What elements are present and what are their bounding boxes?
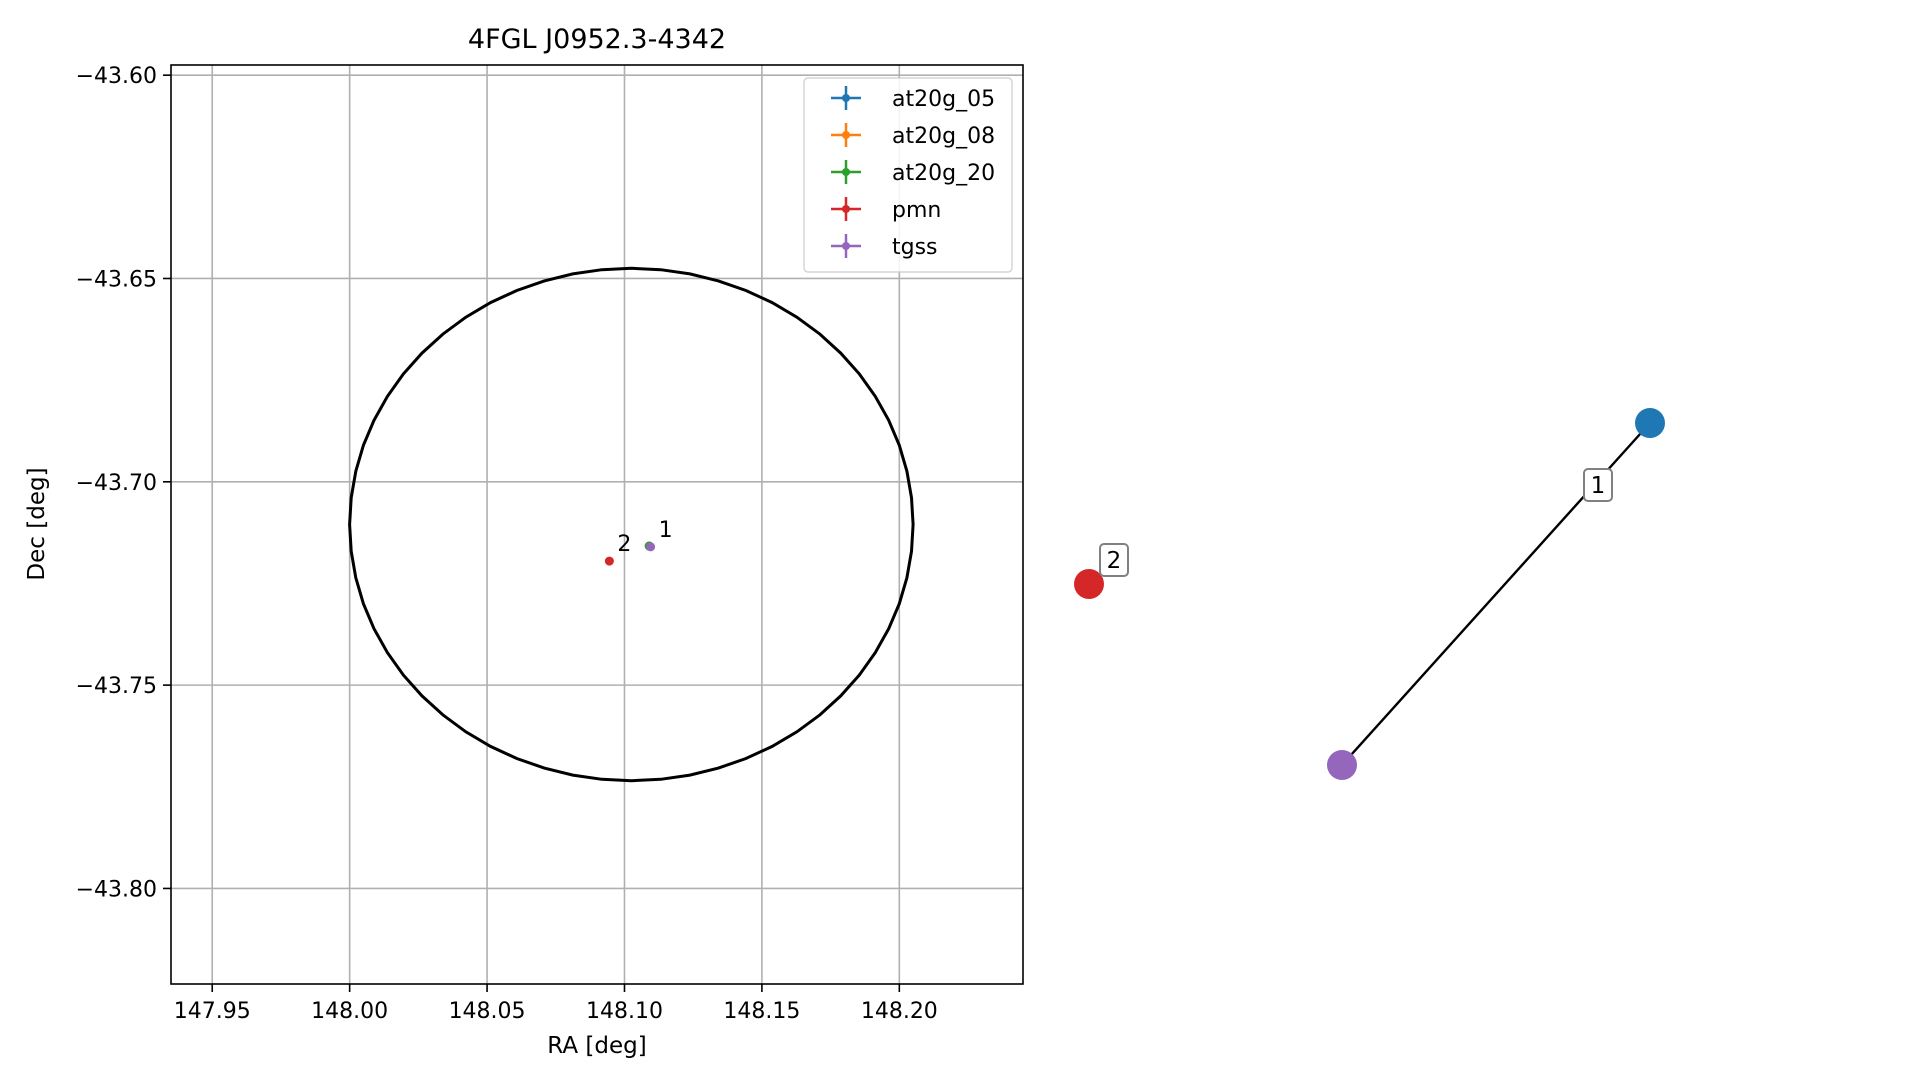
y-tick-label: −43.75 xyxy=(76,674,157,699)
legend-marker-dot xyxy=(842,168,850,176)
x-axis-label: RA [deg] xyxy=(547,1033,646,1059)
x-tick-label: 148.00 xyxy=(311,999,388,1024)
x-tick-label: 148.20 xyxy=(861,999,938,1024)
point-label: 1 xyxy=(659,518,673,543)
node-label-box xyxy=(1099,543,1129,577)
plot-frame xyxy=(170,64,1024,985)
y-tick-label: −43.80 xyxy=(76,877,157,902)
chart-title: 4FGL J0952.3-4342 xyxy=(468,24,726,55)
x-tick-label: 148.10 xyxy=(586,999,663,1024)
sky-chart: 4FGL J0952.3-4342 147.95 148.00 148.05 148.… xyxy=(24,24,1024,1059)
edge-label: 1 xyxy=(1591,473,1606,499)
legend-box xyxy=(803,77,1013,273)
point-pmn xyxy=(604,556,614,566)
legend-marker-dot xyxy=(842,131,850,139)
point-label: 2 xyxy=(617,532,631,557)
legend-label: at20g_05 xyxy=(892,87,995,112)
y-axis-label: Dec [deg] xyxy=(24,467,50,580)
y-axis: −43.60 −43.65 −43.70 −43.75 −43.80 xyxy=(76,64,171,902)
y-tick-label: −43.70 xyxy=(76,471,157,496)
legend-label: at20g_08 xyxy=(892,124,995,149)
node-red xyxy=(1074,569,1104,599)
x-tick-label: 148.15 xyxy=(723,999,800,1024)
node-purple xyxy=(1327,750,1357,780)
association-graph: 1 2 xyxy=(1074,408,1665,780)
x-tick-label: 148.05 xyxy=(449,999,526,1024)
edge-label-box xyxy=(1583,468,1613,502)
node-label: 2 xyxy=(1107,548,1122,574)
legend-marker-dot xyxy=(842,205,850,213)
legend-label: pmn xyxy=(892,198,941,223)
legend-label: at20g_20 xyxy=(892,161,995,186)
legend-label: tgss xyxy=(892,235,938,260)
node-blue xyxy=(1635,408,1665,438)
x-tick-label: 147.95 xyxy=(174,999,251,1024)
legend-marker-dot xyxy=(842,242,850,250)
legend-marker-dot xyxy=(842,94,850,102)
point-labels: 12 xyxy=(617,518,672,557)
y-tick-label: −43.60 xyxy=(76,64,157,89)
x-axis: 147.95 148.00 148.05 148.10 148.15 148.20 xyxy=(174,984,938,1024)
point-tgss xyxy=(646,542,656,552)
y-tick-label: −43.65 xyxy=(76,267,157,292)
source-points xyxy=(604,541,656,566)
localization-ellipse xyxy=(348,266,915,783)
